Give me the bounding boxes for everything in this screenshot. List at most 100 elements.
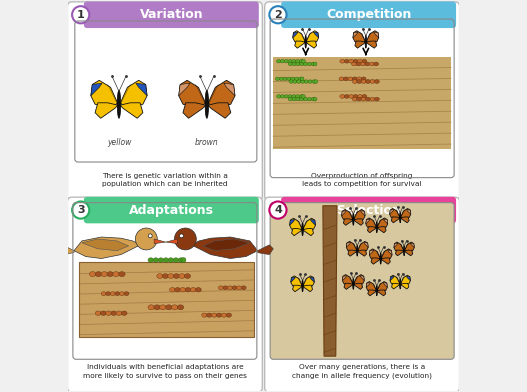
Ellipse shape — [361, 97, 366, 101]
Polygon shape — [136, 83, 147, 96]
Polygon shape — [358, 241, 368, 252]
Ellipse shape — [288, 95, 292, 98]
Circle shape — [301, 94, 305, 98]
Ellipse shape — [221, 313, 227, 317]
Ellipse shape — [300, 80, 305, 83]
Polygon shape — [203, 239, 250, 251]
Ellipse shape — [302, 280, 303, 292]
Polygon shape — [366, 41, 377, 48]
Ellipse shape — [360, 62, 365, 66]
Ellipse shape — [365, 35, 367, 48]
Polygon shape — [383, 283, 387, 287]
Polygon shape — [390, 276, 394, 281]
Polygon shape — [394, 243, 398, 248]
Polygon shape — [208, 103, 231, 118]
Polygon shape — [401, 217, 409, 223]
Polygon shape — [58, 245, 74, 254]
Ellipse shape — [289, 80, 293, 83]
Polygon shape — [391, 217, 399, 223]
Ellipse shape — [353, 214, 354, 225]
Polygon shape — [366, 219, 370, 224]
Ellipse shape — [340, 59, 345, 63]
Polygon shape — [360, 276, 364, 281]
Ellipse shape — [148, 305, 154, 310]
Polygon shape — [389, 209, 399, 218]
Polygon shape — [179, 80, 206, 107]
Polygon shape — [91, 83, 102, 96]
Polygon shape — [290, 220, 295, 225]
Polygon shape — [406, 210, 411, 214]
Polygon shape — [348, 250, 357, 256]
Ellipse shape — [288, 62, 292, 66]
Ellipse shape — [179, 274, 185, 278]
Circle shape — [181, 258, 186, 263]
Polygon shape — [405, 250, 413, 256]
Polygon shape — [341, 211, 346, 216]
Ellipse shape — [361, 77, 366, 81]
Polygon shape — [366, 281, 376, 292]
Polygon shape — [291, 277, 296, 282]
Ellipse shape — [101, 272, 108, 277]
Ellipse shape — [120, 292, 124, 296]
Circle shape — [135, 228, 157, 250]
Ellipse shape — [284, 95, 288, 98]
Polygon shape — [367, 227, 376, 233]
Polygon shape — [82, 239, 129, 251]
Polygon shape — [381, 249, 392, 260]
Polygon shape — [346, 241, 357, 252]
Ellipse shape — [353, 80, 357, 83]
FancyBboxPatch shape — [79, 262, 254, 337]
Ellipse shape — [365, 62, 370, 66]
Ellipse shape — [121, 311, 127, 316]
Ellipse shape — [357, 245, 358, 256]
Ellipse shape — [293, 80, 297, 83]
Polygon shape — [353, 31, 365, 43]
Ellipse shape — [173, 274, 180, 278]
Polygon shape — [354, 274, 364, 285]
Ellipse shape — [95, 272, 102, 277]
Ellipse shape — [357, 59, 363, 63]
Ellipse shape — [353, 77, 357, 81]
Ellipse shape — [353, 59, 358, 63]
Ellipse shape — [357, 97, 362, 101]
Ellipse shape — [292, 98, 296, 101]
Ellipse shape — [116, 311, 122, 316]
Polygon shape — [95, 103, 118, 118]
Ellipse shape — [296, 60, 300, 63]
Polygon shape — [290, 218, 302, 230]
Ellipse shape — [344, 77, 348, 81]
Ellipse shape — [157, 274, 163, 278]
Ellipse shape — [178, 258, 184, 262]
Ellipse shape — [162, 274, 169, 278]
Circle shape — [148, 234, 152, 238]
Circle shape — [313, 62, 317, 66]
Ellipse shape — [357, 94, 363, 98]
Ellipse shape — [287, 77, 291, 80]
Polygon shape — [310, 220, 316, 225]
Ellipse shape — [158, 258, 163, 262]
Polygon shape — [306, 31, 319, 43]
Ellipse shape — [308, 80, 312, 83]
Polygon shape — [120, 80, 147, 107]
Ellipse shape — [173, 258, 179, 262]
Ellipse shape — [300, 98, 304, 101]
Polygon shape — [258, 245, 274, 254]
Polygon shape — [354, 283, 363, 289]
Polygon shape — [366, 218, 376, 229]
Ellipse shape — [111, 311, 116, 316]
Ellipse shape — [348, 77, 353, 81]
Polygon shape — [303, 276, 314, 287]
Circle shape — [301, 59, 305, 63]
Polygon shape — [303, 285, 313, 292]
Ellipse shape — [399, 212, 401, 223]
Ellipse shape — [95, 311, 101, 316]
Polygon shape — [401, 209, 411, 218]
Ellipse shape — [277, 60, 281, 63]
Polygon shape — [291, 276, 302, 287]
Ellipse shape — [154, 305, 160, 310]
Polygon shape — [343, 276, 347, 281]
Polygon shape — [387, 250, 392, 255]
Polygon shape — [395, 250, 404, 256]
Ellipse shape — [160, 305, 166, 310]
Ellipse shape — [352, 62, 356, 66]
